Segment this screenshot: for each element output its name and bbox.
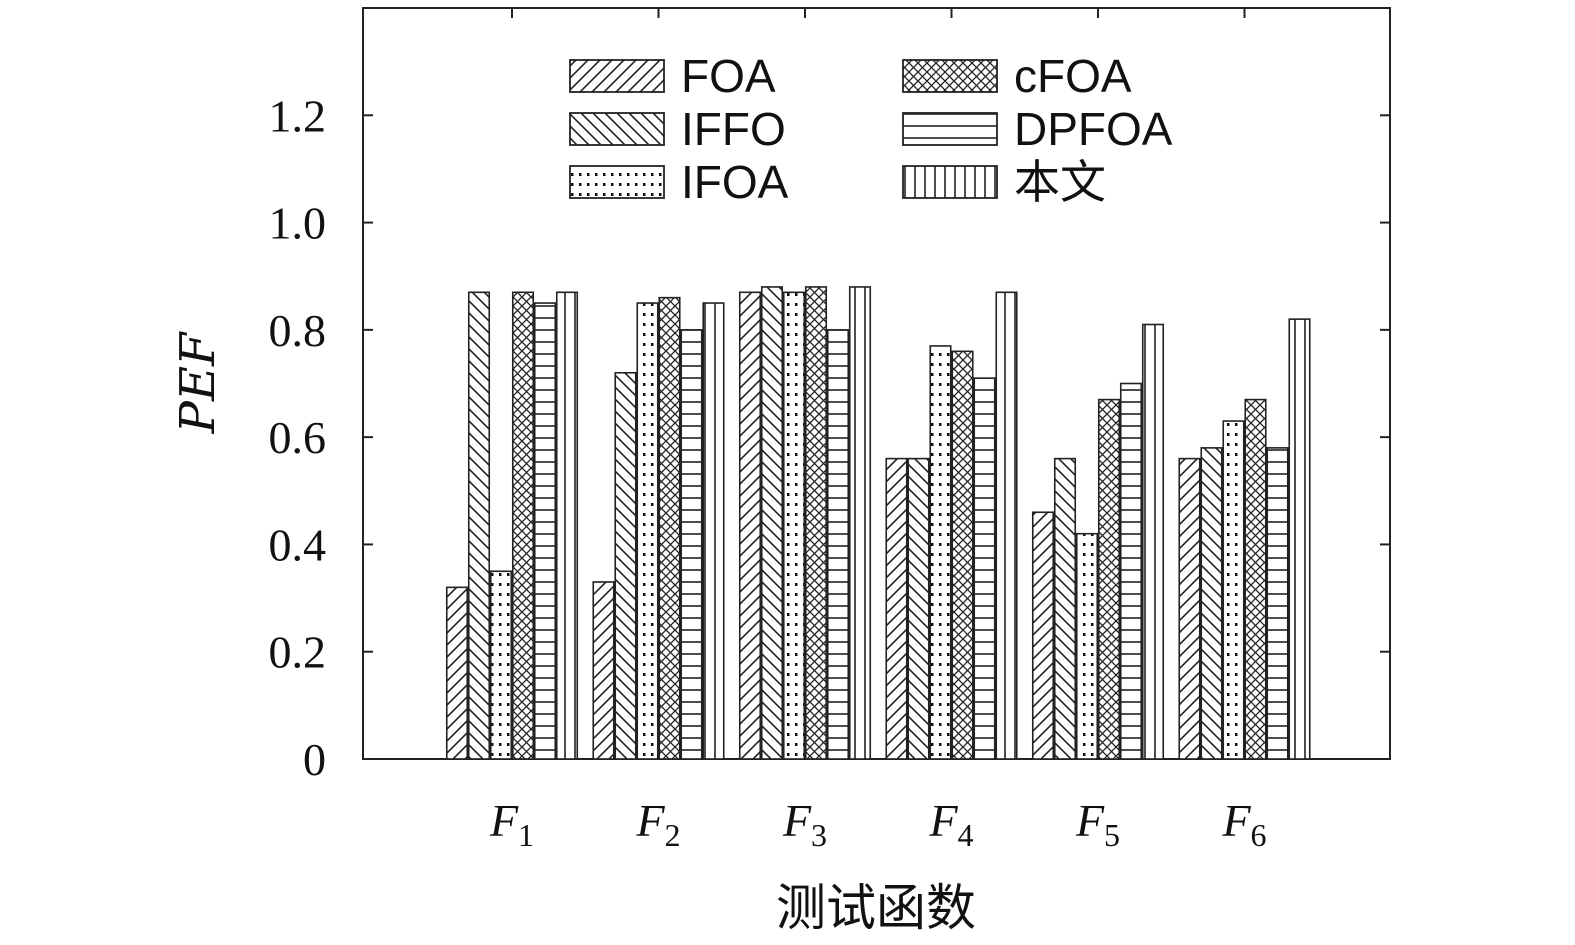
bar-f1-series-6 [555, 291, 579, 760]
plot-area-frame [362, 7, 1391, 760]
legend-swatch-5 [902, 112, 998, 146]
legend-label-3: IFOA [681, 156, 789, 208]
bar-f4-series-3 [929, 345, 952, 760]
x-axis: F1 F2 F3 F4 F5 F6 [489, 8, 1267, 853]
bar-f1-series-4 [511, 291, 535, 760]
x-tick-label: F3 [782, 795, 827, 853]
y-tick-label: 0.4 [269, 519, 327, 570]
y-axis: 0 0.2 0.4 0.6 0.8 1.0 1.2 [269, 90, 1390, 785]
x-tick-label: F6 [1221, 795, 1266, 853]
bar-f1-series-2 [467, 291, 491, 760]
y-tick-label: 0 [303, 734, 326, 785]
bar-f4-series-6 [995, 291, 1018, 760]
x-tick-label-main: F [489, 795, 519, 846]
bar-f4-series-1 [885, 457, 908, 760]
x-tick-label-sub: 5 [1104, 817, 1120, 853]
bar-f5-series-5 [1119, 382, 1143, 760]
bar-f3-series-2 [760, 286, 784, 760]
bar-f2-series-3 [636, 302, 659, 760]
bar-f5-series-4 [1097, 398, 1121, 760]
x-tick-label: F5 [1075, 795, 1120, 853]
bar-f5-series-6 [1141, 323, 1165, 760]
bar-series-group [445, 286, 1311, 760]
bar-f2-series-2 [614, 371, 637, 760]
x-tick-label-sub: 2 [665, 817, 681, 853]
bar-f6-series-6 [1288, 318, 1311, 760]
bar-f6-series-5 [1266, 447, 1289, 760]
bar-f5-series-2 [1053, 457, 1077, 760]
legend-label-2: IFFO [681, 103, 786, 155]
y-tick-label: 1.2 [269, 90, 327, 141]
bar-f6-series-1 [1178, 457, 1201, 760]
x-tick-label-sub: 1 [518, 817, 534, 853]
legend-swatch-6 [902, 165, 998, 199]
bar-f3-series-1 [738, 291, 762, 760]
x-tick-label-main: F [1221, 795, 1251, 846]
y-tick-label: 1.0 [269, 198, 327, 249]
x-tick-label: F4 [928, 795, 973, 853]
bar-f5-series-3 [1075, 532, 1099, 760]
bar-f4-series-4 [951, 350, 974, 760]
bar-f3-series-3 [782, 291, 806, 760]
x-tick-label-sub: 6 [1251, 817, 1267, 853]
y-tick-label: 0.6 [269, 412, 327, 463]
bar-f2-series-5 [680, 329, 703, 760]
legend-swatch-4 [902, 59, 998, 93]
bar-f2-series-6 [702, 302, 725, 760]
y-axis-title: PEF [170, 331, 226, 434]
bar-f1-series-1 [445, 586, 469, 760]
legend-label-5: DPFOA [1014, 103, 1173, 155]
bar-f4-series-2 [907, 457, 930, 760]
bar-f3-series-5 [826, 329, 850, 760]
bar-f3-series-4 [804, 286, 828, 760]
x-tick-label-main: F [1075, 795, 1105, 846]
legend-swatch-3 [569, 165, 665, 199]
x-tick-label-main: F [928, 795, 958, 846]
bar-f3-series-6 [848, 286, 872, 760]
bar-f6-series-2 [1200, 447, 1223, 760]
y-tick-label: 0.2 [269, 627, 327, 678]
legend-swatch-2 [569, 112, 665, 146]
x-axis-title: 测试函数 [776, 879, 976, 937]
x-tick-label-sub: 4 [958, 817, 974, 853]
bar-f1-series-5 [533, 302, 557, 760]
x-tick-label: F1 [489, 795, 534, 853]
x-tick-label-main: F [635, 795, 665, 846]
bar-f6-series-3 [1222, 420, 1245, 760]
legend-label-4: cFOA [1014, 50, 1132, 102]
bar-f4-series-5 [973, 377, 996, 760]
bar-f6-series-4 [1244, 398, 1267, 760]
x-tick-label: F2 [635, 795, 680, 853]
bar-f2-series-4 [658, 296, 681, 760]
bar-f1-series-3 [489, 570, 513, 760]
bar-f5-series-1 [1031, 511, 1055, 760]
x-tick-label-main: F [782, 795, 812, 846]
legend-label-1: FOA [681, 50, 776, 102]
bar-f2-series-1 [592, 581, 615, 760]
y-tick-label: 0.8 [269, 305, 327, 356]
x-tick-label-sub: 3 [811, 817, 827, 853]
legend-label-6: 本文 [1014, 156, 1106, 208]
legend-swatch-1 [569, 59, 665, 93]
